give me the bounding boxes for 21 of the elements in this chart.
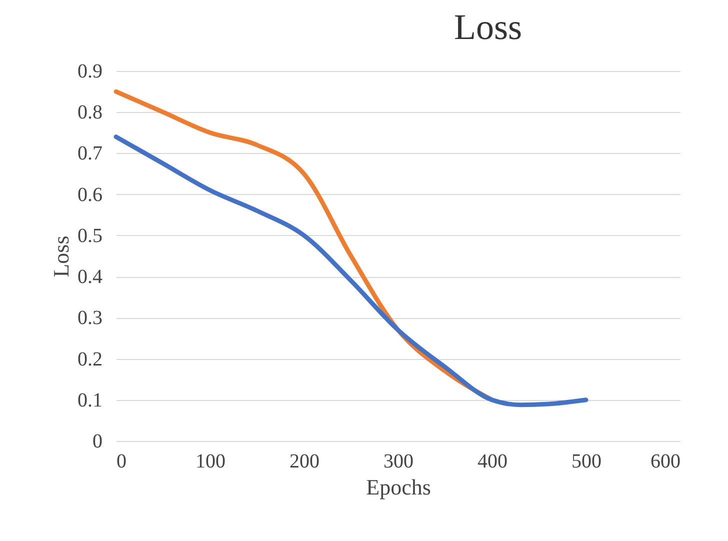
chart-title: Loss	[454, 7, 522, 47]
x-tick-label: 500	[572, 450, 602, 472]
x-tick-label: 400	[478, 450, 508, 472]
y-tick-label: 0.7	[78, 142, 102, 165]
y-axis-title: Loss	[48, 236, 74, 278]
x-tick-label: 0	[116, 450, 126, 472]
x-tick-label: 200	[290, 450, 320, 472]
y-tick-label: 0.6	[78, 184, 102, 206]
y-tick-label: 0.8	[78, 102, 102, 124]
y-tick-label: 0.2	[78, 348, 102, 370]
y-tick-label: 0.3	[78, 307, 102, 330]
x-axis-title: Epochs	[366, 474, 431, 500]
y-tick-label: 0.9	[78, 60, 102, 82]
y-tick-label: 0.1	[78, 389, 102, 412]
x-tick-label: 100	[196, 450, 226, 472]
x-tick-label: 600	[650, 450, 680, 472]
y-tick-label: 0.5	[78, 224, 102, 247]
y-tick-label: 0	[92, 430, 102, 452]
x-tick-label: 300	[384, 450, 414, 472]
line-series	[114, 134, 588, 408]
y-tick-label: 0.4	[78, 266, 102, 288]
